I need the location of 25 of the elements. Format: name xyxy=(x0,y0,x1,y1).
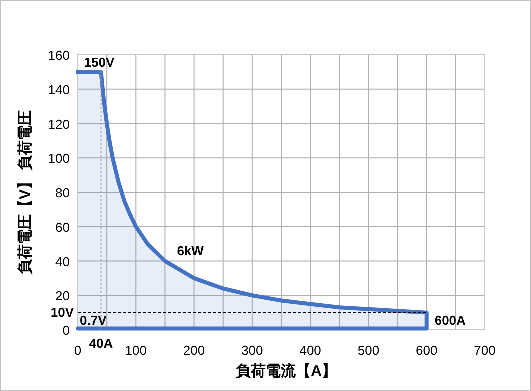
x-tick-label: 700 xyxy=(474,343,496,358)
x-tick-label: 200 xyxy=(183,343,206,358)
y-tick-label: 20 xyxy=(56,288,70,304)
ref-line-label: 10V xyxy=(50,304,74,320)
annotation: 600A xyxy=(434,312,467,328)
y-tick-label: 60 xyxy=(56,220,70,235)
x-axis-title: 負荷電流【A】 xyxy=(236,362,337,380)
x-tick-label: 100 xyxy=(125,343,147,358)
y-tick-label: 160 xyxy=(48,48,70,63)
y-tick-label: 140 xyxy=(48,82,70,98)
y-tick-label: 40 xyxy=(56,254,70,270)
annotation: 6kW xyxy=(177,243,205,258)
y-tick-label: 100 xyxy=(48,151,70,166)
x-tick-label: 400 xyxy=(300,343,322,358)
y-tick-label: 120 xyxy=(48,116,70,132)
y-tick-label: 80 xyxy=(56,186,70,200)
annotation: 150V xyxy=(84,55,115,70)
y-tick-label: 0 xyxy=(62,323,70,338)
x-tick-label: 600 xyxy=(416,343,438,358)
x-tick-label: 500 xyxy=(358,343,380,358)
annotation: 0.7V xyxy=(80,312,108,328)
x-tick-label: 300 xyxy=(242,343,264,358)
y-axis-title: 負荷電圧【V】 負荷電圧 xyxy=(17,110,34,275)
ref-line-label: 40A xyxy=(89,336,114,351)
x-tick-label: 0 xyxy=(74,343,82,358)
